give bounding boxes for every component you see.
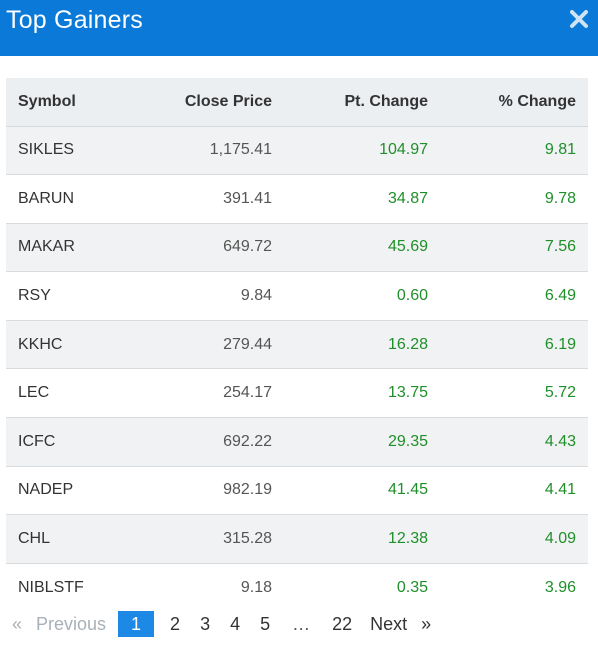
column-header-pt-change[interactable]: Pt. Change bbox=[284, 78, 440, 127]
symbol-cell: RSY bbox=[6, 271, 124, 321]
pagination-ellipsis: … bbox=[292, 613, 311, 634]
table-row[interactable]: RSY 9.84 0.60 6.49 bbox=[6, 271, 588, 321]
table-row[interactable]: KKHC 279.44 16.28 6.19 bbox=[6, 320, 588, 370]
previous-label: Previous bbox=[36, 613, 107, 634]
page-button-2[interactable]: 2 bbox=[170, 614, 181, 634]
pct-change-cell: 3.96 bbox=[544, 578, 576, 596]
symbol-cell: SIKLES bbox=[6, 126, 124, 176]
close-price-cell: 9.84 bbox=[124, 271, 284, 321]
pt-change-cell: 29.35 bbox=[284, 417, 440, 467]
table-row[interactable]: NADEP 982.19 41.45 4.41 bbox=[6, 466, 588, 516]
pct-change-cell: 6.19 bbox=[440, 320, 588, 370]
column-header-symbol[interactable]: Symbol bbox=[6, 78, 124, 127]
next-label: Next bbox=[370, 613, 408, 634]
symbol-cell: NADEP bbox=[6, 466, 124, 516]
close-price-cell: 982.19 bbox=[124, 466, 284, 516]
close-price-cell: 1,175.41 bbox=[124, 126, 284, 176]
pct-change-cell: 9.81 bbox=[440, 126, 588, 176]
double-chevron-right-icon: » bbox=[421, 613, 432, 634]
table-row[interactable]: MAKAR 649.72 45.69 7.56 bbox=[6, 223, 588, 273]
pt-change-cell: 0.60 bbox=[284, 271, 440, 321]
page-button-4[interactable]: 4 bbox=[230, 614, 241, 634]
page-button-22[interactable]: 22 bbox=[332, 614, 353, 634]
symbol-cell: CHL bbox=[6, 514, 124, 564]
close-price-cell: 692.22 bbox=[124, 417, 284, 467]
close-price-cell: 254.17 bbox=[124, 368, 284, 419]
gainers-table: Symbol Close Price Pt. Change % Change S… bbox=[6, 78, 588, 612]
pt-change-cell: 12.38 bbox=[284, 514, 440, 564]
table-row[interactable]: ICFC 692.22 29.35 4.43 bbox=[6, 417, 588, 467]
pct-change-cell: 5.72 bbox=[440, 368, 588, 419]
pt-change-cell: 45.69 bbox=[284, 223, 440, 273]
symbol-cell: BARUN bbox=[6, 174, 124, 224]
close-price-cell: 9.18 bbox=[240, 578, 272, 596]
pct-change-cell: 4.41 bbox=[440, 466, 588, 516]
column-header-pct-change[interactable]: % Change bbox=[440, 78, 588, 127]
page-button-3[interactable]: 3 bbox=[200, 614, 211, 634]
pct-change-cell: 9.78 bbox=[440, 174, 588, 224]
symbol-cell: NIBLSTF bbox=[18, 578, 84, 596]
pt-change-cell: 13.75 bbox=[284, 368, 440, 419]
pct-change-cell: 7.56 bbox=[440, 223, 588, 273]
next-page-button[interactable]: Next » bbox=[370, 614, 431, 635]
symbol-cell: MAKAR bbox=[6, 223, 124, 273]
pt-change-cell: 16.28 bbox=[284, 320, 440, 370]
pt-change-cell: 41.45 bbox=[284, 466, 440, 516]
page-button-1[interactable]: 1 bbox=[118, 611, 155, 637]
gainers-table-container: Symbol Close Price Pt. Change % Change S… bbox=[6, 78, 588, 612]
close-price-cell: 649.72 bbox=[124, 223, 284, 273]
table-row[interactable]: CHL 315.28 12.38 4.09 bbox=[6, 514, 588, 564]
pagination: « Previous 1 2 3 4 5 … 22 Next » bbox=[12, 610, 431, 638]
close-button[interactable] bbox=[566, 6, 592, 32]
pct-change-cell: 6.49 bbox=[440, 271, 588, 321]
modal-title: Top Gainers bbox=[6, 6, 143, 34]
close-price-cell: 315.28 bbox=[124, 514, 284, 564]
pct-change-cell: 4.09 bbox=[440, 514, 588, 564]
previous-page-button[interactable]: « Previous bbox=[12, 614, 106, 635]
modal-header: Top Gainers bbox=[0, 0, 598, 56]
table-row[interactable]: LEC 254.17 13.75 5.72 bbox=[6, 368, 588, 419]
close-price-cell: 391.41 bbox=[124, 174, 284, 224]
pct-change-cell: 4.43 bbox=[440, 417, 588, 467]
pt-change-cell: 34.87 bbox=[284, 174, 440, 224]
symbol-cell: ICFC bbox=[6, 417, 124, 467]
table-row[interactable]: NIBLSTF 9.18 0.35 3.96 bbox=[6, 563, 588, 612]
symbol-cell: KKHC bbox=[6, 320, 124, 370]
table-row[interactable]: SIKLES 1,175.41 104.97 9.81 bbox=[6, 126, 588, 176]
page-button-5[interactable]: 5 bbox=[260, 614, 271, 634]
pt-change-cell: 0.35 bbox=[396, 578, 428, 596]
close-price-cell: 279.44 bbox=[124, 320, 284, 370]
double-chevron-left-icon: « bbox=[12, 613, 23, 634]
table-row[interactable]: BARUN 391.41 34.87 9.78 bbox=[6, 174, 588, 224]
symbol-cell: LEC bbox=[6, 368, 124, 419]
close-icon bbox=[570, 10, 588, 28]
table-header-row: Symbol Close Price Pt. Change % Change bbox=[6, 78, 588, 127]
column-header-close-price[interactable]: Close Price bbox=[124, 78, 284, 127]
pt-change-cell: 104.97 bbox=[284, 126, 440, 176]
